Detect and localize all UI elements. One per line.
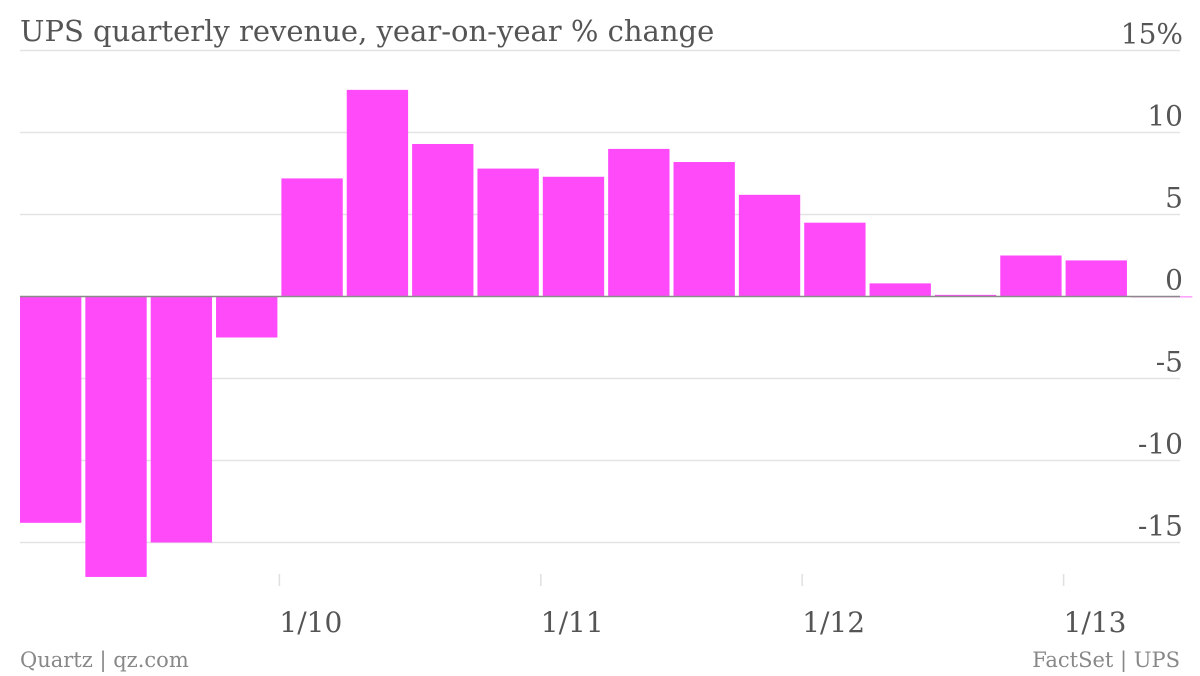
- bar: [673, 162, 735, 297]
- bar: [738, 194, 801, 297]
- bar: [869, 283, 931, 297]
- bar: [804, 222, 866, 297]
- bar: [1000, 255, 1062, 297]
- bar: [608, 148, 670, 297]
- bar: [477, 168, 539, 297]
- bar: [85, 296, 147, 577]
- x-axis: 1/10 1/11 1/12 1/13: [278, 574, 1127, 639]
- x-tick-label: 1/11: [541, 606, 604, 639]
- x-tick-label: 1/13: [1064, 606, 1127, 639]
- bar: [1065, 260, 1127, 297]
- x-tick-label: 1/10: [279, 606, 342, 639]
- y-tick-label: 15%: [1121, 18, 1183, 51]
- bar: [281, 178, 343, 297]
- bar: [20, 296, 82, 523]
- y-tick-label: -15: [1138, 510, 1183, 543]
- bar: [216, 296, 278, 338]
- y-tick-label: 10: [1147, 100, 1183, 133]
- bar: [150, 296, 213, 543]
- bar: [934, 294, 997, 297]
- y-tick-label: -10: [1138, 428, 1183, 461]
- y-tick-label: 5: [1165, 182, 1183, 215]
- footer-source-left: Quartz | qz.com: [20, 648, 189, 673]
- y-tick-label: -5: [1156, 346, 1183, 379]
- bars: [20, 89, 1193, 577]
- x-tick-label: 1/12: [802, 606, 865, 639]
- chart-title: UPS quarterly revenue, year-on-year % ch…: [20, 14, 714, 48]
- bar: [346, 89, 409, 297]
- bar: [542, 176, 605, 297]
- y-axis: 15% 10 5 0 -5 -10 -15: [1121, 18, 1183, 543]
- y-tick-label: 0: [1165, 264, 1183, 297]
- bar: [412, 143, 474, 297]
- footer-source-right: FactSet | UPS: [1032, 648, 1180, 673]
